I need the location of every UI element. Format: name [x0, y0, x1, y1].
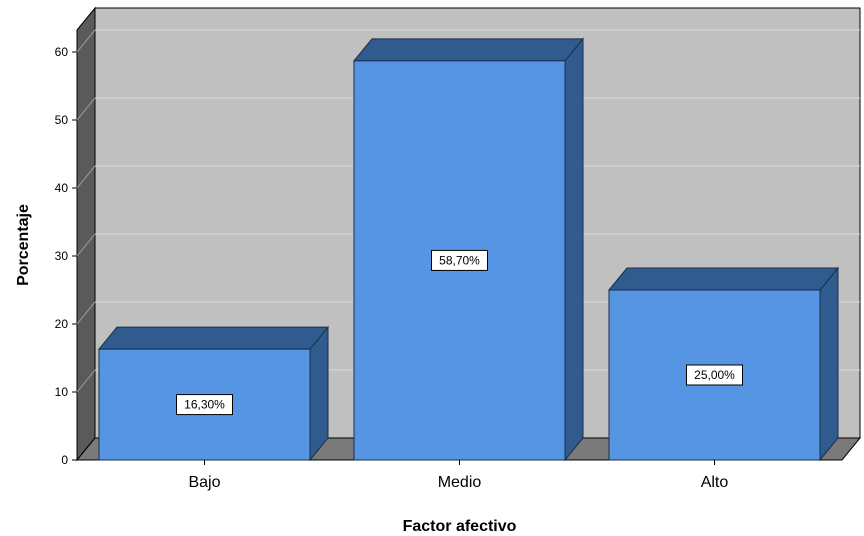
bar: 16,30% [97, 325, 330, 462]
bar-top [607, 267, 840, 291]
x-category-label: Medio [438, 474, 482, 491]
y-tick-label: 20 [55, 317, 69, 331]
y-tick-label: 30 [55, 249, 69, 263]
data-label: 16,30% [184, 398, 225, 412]
bars: 16,30% 58,70% 25,00% [97, 37, 840, 462]
y-tick-label: 60 [55, 45, 69, 59]
x-category-label: Bajo [188, 474, 220, 491]
y-tick-label: 50 [55, 113, 69, 127]
data-label: 58,70% [439, 253, 480, 267]
side-wall [76, 6, 96, 462]
gridline-side [76, 369, 96, 393]
x-category-label: Alto [701, 474, 729, 491]
y-axis-title: Porcentaje [15, 204, 32, 286]
gridline-side [76, 233, 96, 257]
bar-top [97, 326, 330, 350]
gridline-side [76, 97, 96, 121]
x-axis-categories: Bajo Medio Alto [188, 460, 728, 491]
y-tick-label: 40 [55, 181, 69, 195]
bar-side [309, 325, 329, 462]
bar: 58,70% [352, 37, 585, 462]
data-label-box [176, 394, 233, 416]
data-label-box [431, 249, 488, 271]
bar-top [352, 38, 585, 62]
data-label-box [686, 364, 743, 386]
y-axis-ticks: 0 10 20 30 40 50 60 [55, 45, 77, 467]
bar-side [819, 266, 839, 462]
gridline-side [76, 29, 96, 53]
y-tick-label: 10 [55, 385, 69, 399]
gridline-side [76, 301, 96, 325]
data-label: 25,00% [694, 368, 735, 382]
bar: 25,00% [607, 266, 840, 462]
gridline-side [76, 165, 96, 189]
x-axis-title: Factor afectivo [403, 518, 517, 535]
bar-side [564, 37, 584, 462]
y-tick-label: 0 [61, 453, 68, 467]
